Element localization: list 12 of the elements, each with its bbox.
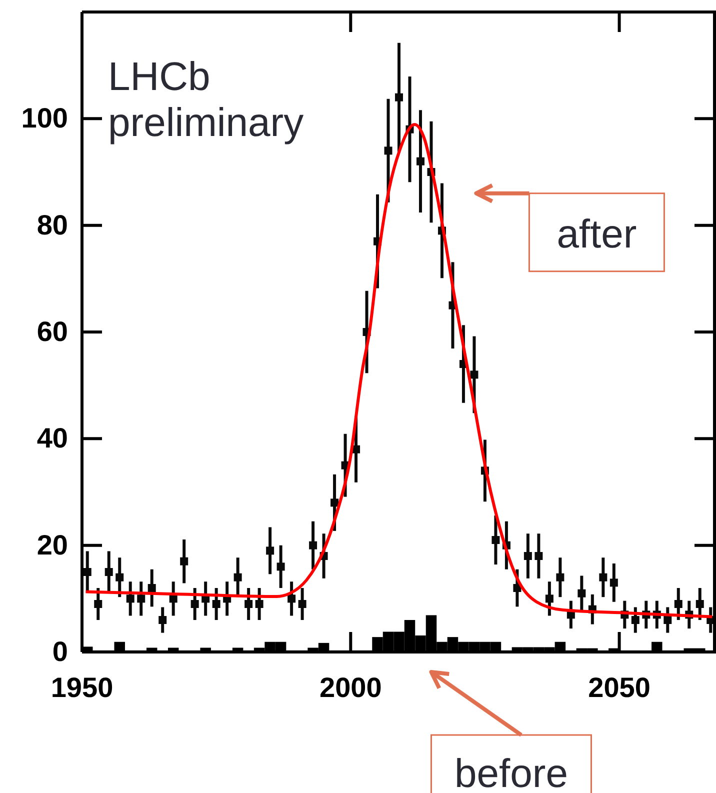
y-tick-label: 0 [52, 636, 68, 667]
annotation: LHCb preliminary [108, 55, 304, 145]
y-tick-label: 80 [36, 209, 68, 240]
annotation: after [556, 212, 637, 256]
y-tick-label: 100 [21, 102, 68, 134]
y-tick-label: 60 [36, 316, 68, 347]
x-tick-label: 2050 [588, 672, 650, 704]
x-tick-label: 2000 [319, 672, 382, 704]
x-tick-label: 1950 [50, 672, 114, 704]
text: before [454, 752, 568, 793]
y-tick-label: 20 [36, 529, 68, 560]
y-tick-label: 40 [36, 422, 68, 454]
